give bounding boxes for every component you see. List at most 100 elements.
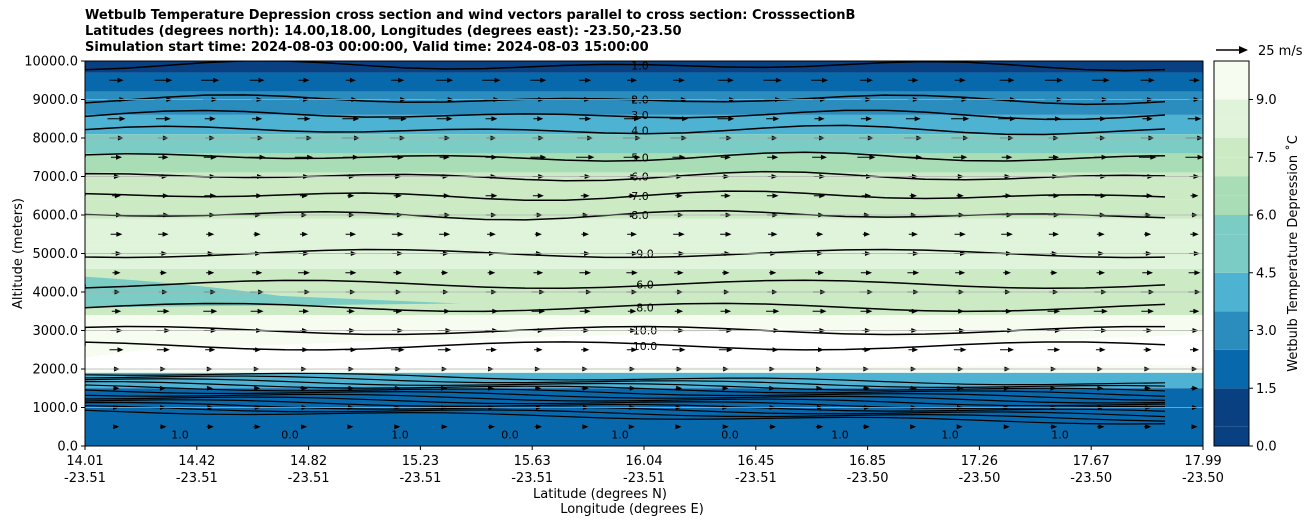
contour-label: 1.0	[631, 60, 649, 73]
x-tick-lat: 16.04	[625, 454, 662, 469]
filled-band	[85, 199, 1203, 219]
x-tick-lat: 15.23	[402, 454, 439, 469]
wind-vector-head	[772, 193, 779, 199]
contour-line	[85, 109, 1166, 121]
wind-vector-head	[963, 116, 970, 122]
wind-vector-head	[117, 77, 124, 83]
colorbar-label: Wetbulb Temperature Depression ˚C	[1285, 135, 1301, 372]
wind-vector-head	[1192, 193, 1199, 199]
wind-vector-head	[822, 77, 829, 83]
colorbar-segment	[1214, 80, 1249, 100]
wind-vector-head	[254, 385, 261, 391]
surface-band	[85, 407, 1203, 446]
wind-vector-head	[916, 154, 923, 160]
wind-vector-head	[116, 231, 123, 237]
wind-vector-head	[540, 154, 547, 160]
wind-vector-head	[1147, 308, 1154, 314]
wind-vector-head	[957, 385, 964, 391]
y-tick-label: 3000.0	[33, 324, 79, 339]
wind-vector-head	[397, 154, 404, 160]
colorbar-segment	[1214, 195, 1249, 215]
contour-line	[85, 384, 1166, 401]
wind-vector-head	[447, 77, 454, 83]
colorbar-tick-label: 3.0	[1256, 324, 1277, 339]
wind-vector-head	[398, 347, 405, 353]
wind-vector-head	[1098, 424, 1105, 430]
wind-vector-head	[583, 347, 590, 353]
wind-vector-head	[630, 231, 637, 237]
y-tick-label: 5000.0	[33, 247, 79, 262]
wind-vector-head	[441, 424, 448, 430]
contour-label: 10.0	[633, 325, 658, 338]
wind-vector-head	[678, 231, 685, 237]
title-line-2: Latitudes (degrees north): 14.00,18.00, …	[85, 24, 682, 39]
wind-vector-head	[258, 77, 265, 83]
wind-vector-head	[817, 424, 824, 430]
wind-vector-head	[725, 231, 732, 237]
wind-vector-head	[634, 154, 641, 160]
wind-vector-head	[1054, 347, 1061, 353]
wind-vector-head	[726, 347, 733, 353]
wind-vector-head	[676, 193, 683, 199]
wind-vector-head	[1148, 77, 1155, 83]
colorbar-segment	[1214, 426, 1249, 446]
colorbar-segment	[1214, 118, 1249, 138]
colorbar-segment	[1214, 99, 1249, 119]
x-tick-lat: 14.42	[178, 454, 215, 469]
wind-vector-head	[675, 424, 682, 430]
contour-line	[85, 302, 1166, 313]
contour-label: 1.0	[171, 428, 189, 441]
wind-vector-head	[584, 270, 591, 276]
colorbar-segment	[1214, 157, 1249, 177]
colorbar-segment	[1214, 61, 1249, 81]
wind-vector-head	[114, 270, 121, 276]
wind-vector-head	[210, 193, 217, 199]
wind-vector-head	[210, 154, 217, 160]
filled-band	[85, 61, 1203, 73]
wind-vector-head	[1053, 193, 1060, 199]
wind-vector-head	[535, 424, 542, 430]
wind-vector-head	[494, 77, 501, 83]
wind-vector-head	[398, 77, 405, 83]
wind-vector-head	[961, 154, 968, 160]
wind-vector-head	[1008, 77, 1015, 83]
wind-vector-head	[582, 385, 589, 391]
y-tick-label: 8000.0	[33, 132, 79, 147]
wind-vector-head	[820, 308, 827, 314]
wind-vector-head	[489, 270, 496, 276]
wind-vector-head	[771, 231, 778, 237]
y-tick-label: 2000.0	[33, 363, 79, 378]
wind-vector-head	[1008, 347, 1015, 353]
wind-vector-head	[117, 347, 124, 353]
wind-vector-head	[209, 116, 216, 122]
wind-vector-head	[444, 231, 451, 237]
wind-vector-head	[490, 347, 497, 353]
contour-line	[85, 409, 1166, 425]
contour-line	[85, 341, 1166, 351]
contour-line	[85, 124, 1166, 136]
wind-vector-head	[1006, 231, 1013, 237]
wind-vector-head	[348, 385, 355, 391]
wind-vector-head	[444, 308, 451, 314]
wind-vector-head	[820, 154, 827, 160]
wind-key-label: 25 m/s	[1258, 44, 1303, 59]
wind-vector-head	[588, 154, 595, 160]
contour-line	[85, 151, 1166, 162]
wind-vector-head	[1051, 270, 1058, 276]
filled-band	[85, 134, 1203, 154]
wind-reference-key: 25 m/s	[1216, 44, 1303, 59]
wind-vector-head	[442, 270, 449, 276]
contour-label: 0.0	[721, 428, 739, 441]
x-tick-lon: -23.50	[847, 471, 889, 486]
contour-line	[85, 380, 1166, 397]
wind-vector-head	[259, 154, 266, 160]
wind-vector-head	[307, 154, 314, 160]
colorbar-segment	[1214, 138, 1249, 158]
contour-label: 0.0	[281, 428, 299, 441]
wind-vector-head	[1195, 116, 1202, 122]
contour-label: 3.0	[631, 109, 649, 122]
x-axis-label-lon: Longitude (degrees E)	[560, 502, 704, 517]
wind-vector-head	[913, 270, 920, 276]
colorbar-segment	[1214, 253, 1249, 273]
wind-vector-head	[1006, 154, 1013, 160]
